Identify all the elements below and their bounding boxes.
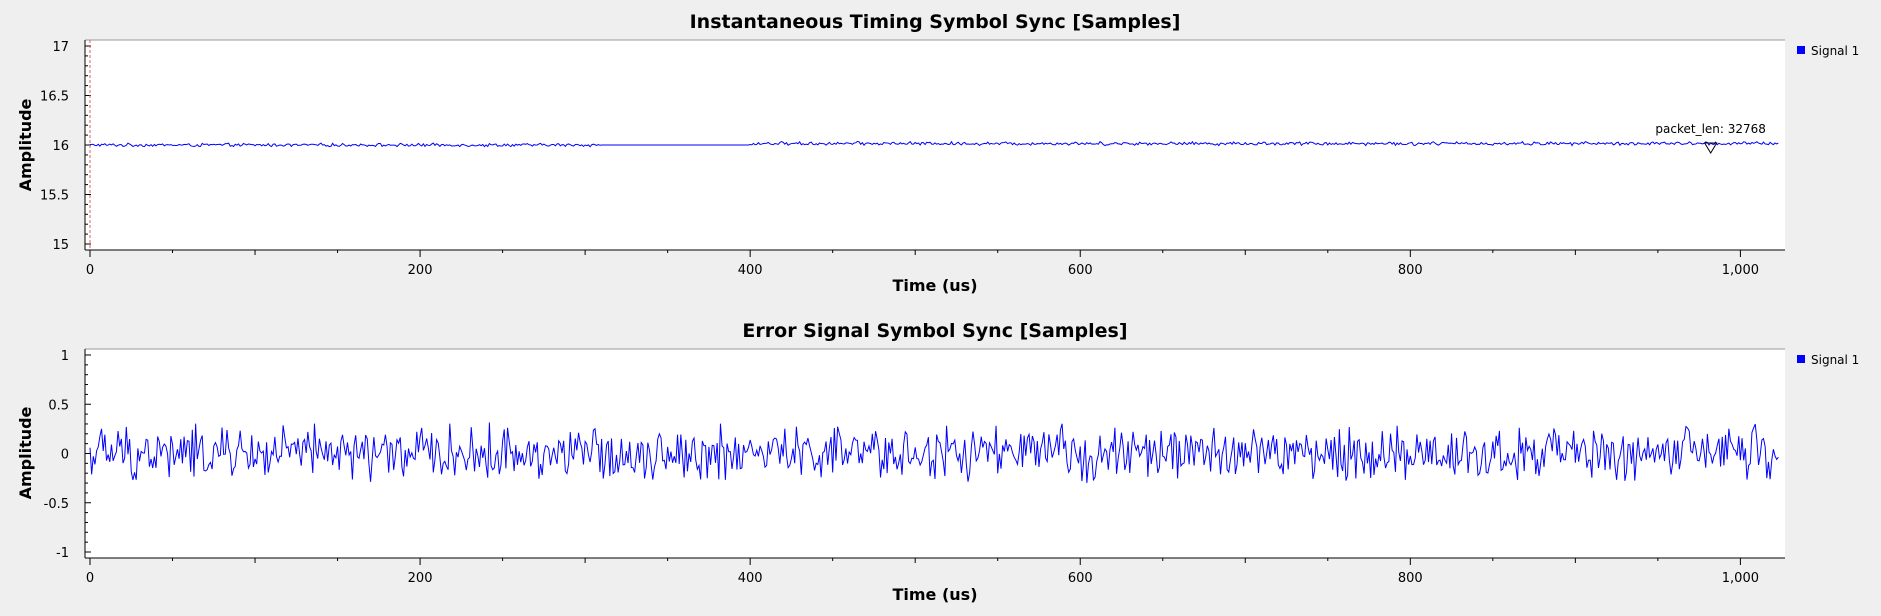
x-tick-label: 800 — [1398, 263, 1423, 278]
y-tick-label: 16 — [52, 139, 69, 154]
y-tick-label: 0.5 — [48, 398, 69, 413]
legend-label: Signal 1 — [1811, 44, 1859, 58]
x-tick-label: 0 — [86, 571, 94, 586]
timing-plot: Instantaneous Timing Symbol Sync [Sample… — [16, 11, 1859, 295]
x-tick-label: 200 — [408, 571, 433, 586]
tag-marker — [1703, 142, 1718, 154]
y-tick-label: 15.5 — [40, 189, 69, 204]
y-tick-label: -1 — [56, 546, 69, 561]
x-axis-label: Time (us) — [892, 585, 977, 604]
x-tick-label: 1,000 — [1722, 263, 1759, 278]
y-tick-label: -0.5 — [44, 497, 69, 512]
x-tick-label: 400 — [738, 263, 763, 278]
legend: Signal 1 — [1797, 353, 1859, 367]
error-plot: Error Signal Symbol Sync [Samples] Ampli… — [16, 320, 1859, 604]
series-line — [89, 422, 1779, 483]
plot-title: Instantaneous Timing Symbol Sync [Sample… — [690, 11, 1181, 33]
plot-title: Error Signal Symbol Sync [Samples] — [742, 320, 1127, 342]
series-line — [89, 140, 1779, 148]
legend-swatch — [1797, 355, 1805, 363]
legend-swatch — [1797, 46, 1805, 54]
x-tick-label: 200 — [408, 263, 433, 278]
y-tick-label: 15 — [52, 238, 69, 253]
x-tick-label: 400 — [738, 571, 763, 586]
y-tick-label: 17 — [52, 40, 69, 55]
x-tick-label: 600 — [1068, 263, 1093, 278]
y-tick-label: 16.5 — [40, 90, 69, 105]
x-tick-label: 1,000 — [1722, 571, 1759, 586]
y-axis-label: Amplitude — [16, 406, 35, 499]
y-tick-label: 1 — [61, 349, 69, 364]
x-tick-label: 800 — [1398, 571, 1423, 586]
legend: Signal 1 — [1797, 44, 1859, 58]
x-tick-label: 0 — [86, 263, 94, 278]
y-axis-label: Amplitude — [16, 98, 35, 191]
y-tick-label: 0 — [61, 448, 69, 463]
x-axis-label: Time (us) — [892, 276, 977, 295]
x-tick-label: 600 — [1068, 571, 1093, 586]
legend-label: Signal 1 — [1811, 353, 1859, 367]
tag-label: packet_len: 32768 — [1655, 122, 1766, 136]
